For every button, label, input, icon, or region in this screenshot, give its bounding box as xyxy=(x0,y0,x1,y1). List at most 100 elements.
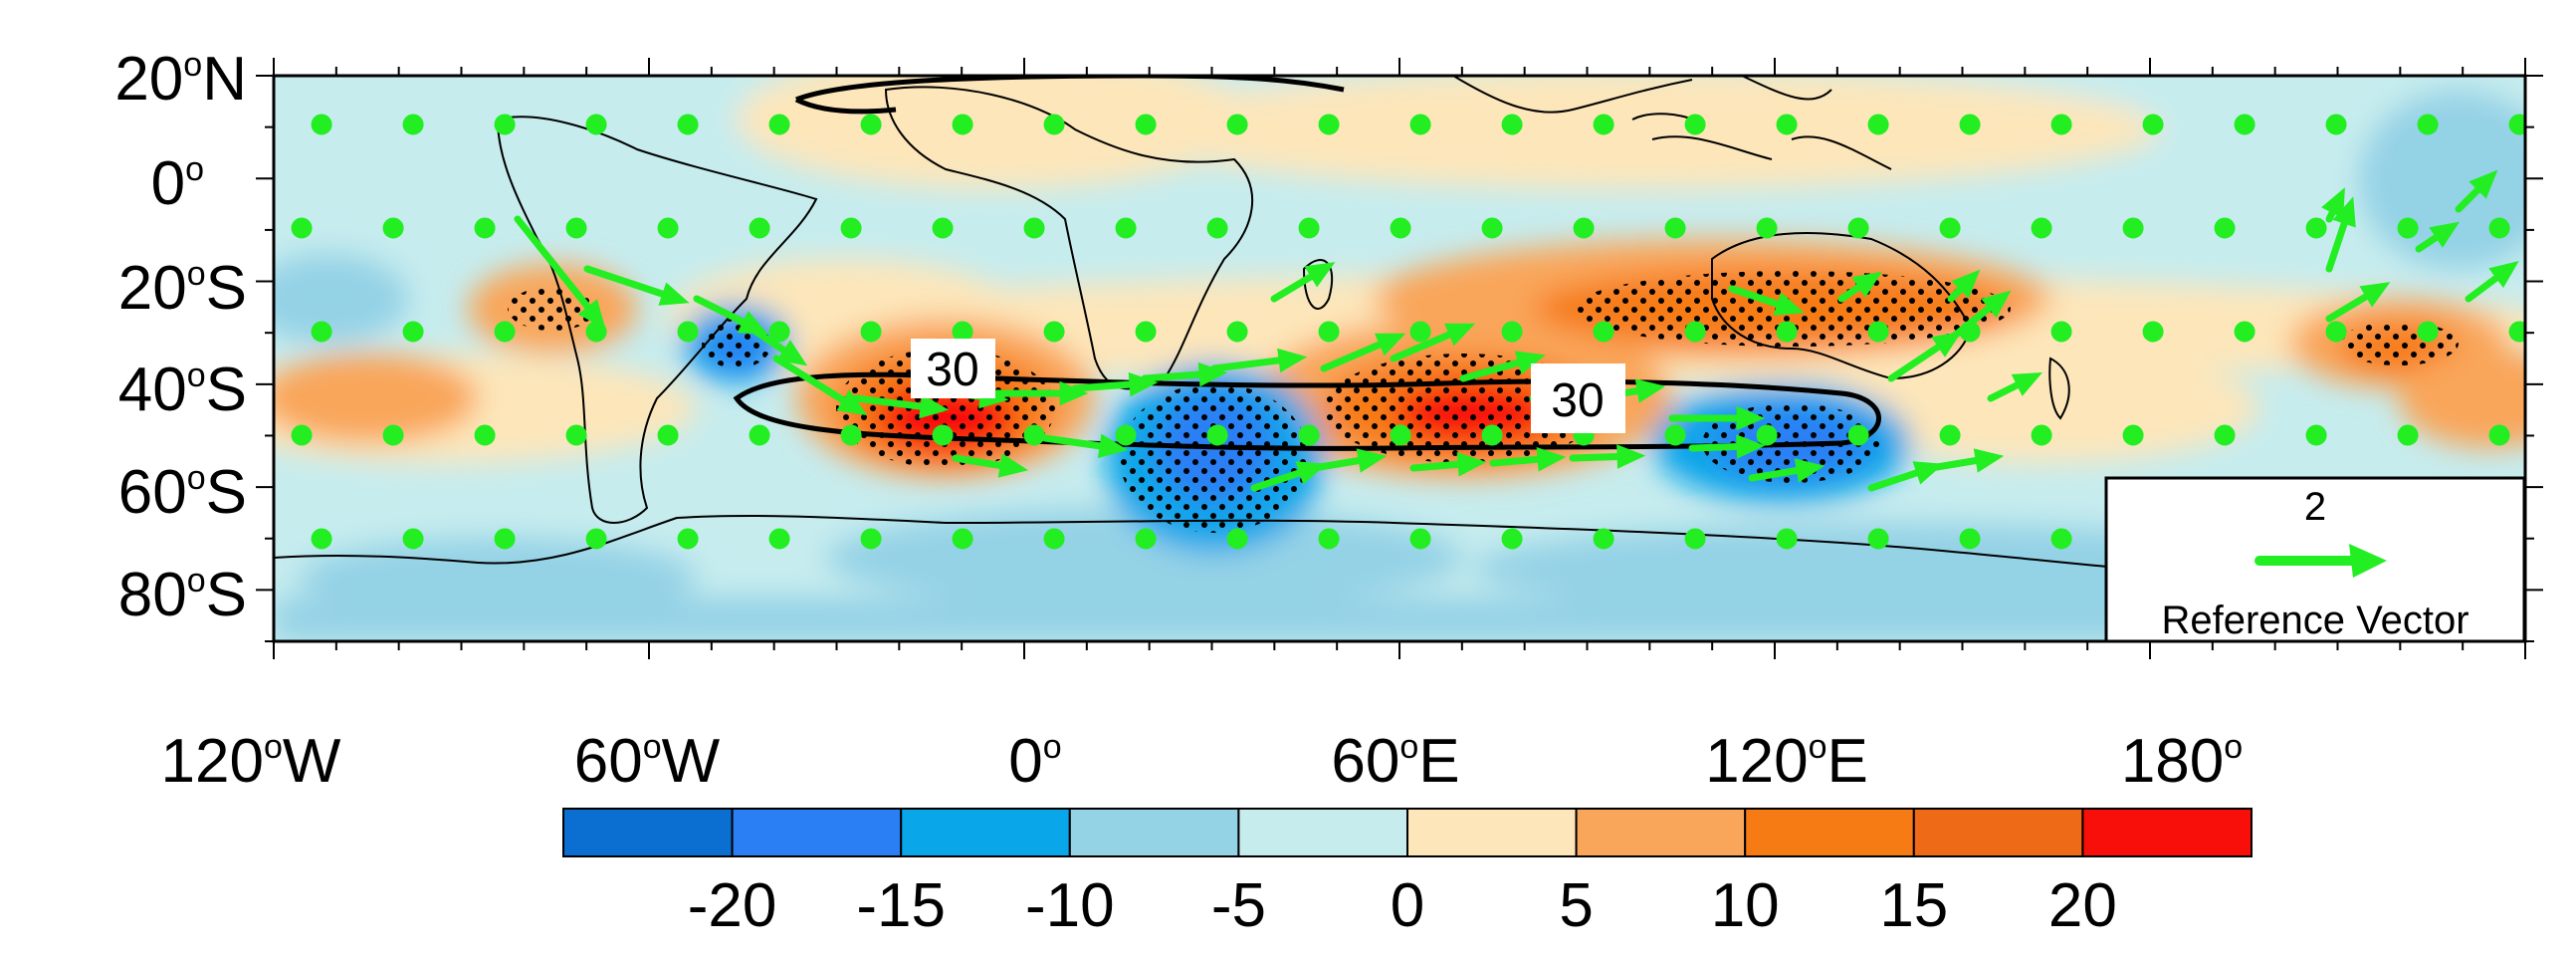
wind-vector-head xyxy=(2359,282,2391,308)
wind-vector xyxy=(583,265,681,303)
wind-vector-dot xyxy=(1847,424,1869,446)
wind-vector-dot xyxy=(1226,114,1248,135)
longitude-labels: 120oW 60oW 0o 60oE 120oE 180o xyxy=(161,727,2244,796)
wind-vector-dot xyxy=(1684,114,1706,135)
wind-vector-dot xyxy=(657,217,679,239)
colorbar-swatch xyxy=(1912,808,2084,857)
wind-vector-dot xyxy=(952,528,973,550)
lat-label-80s: 80oS xyxy=(118,561,247,629)
wind-vector-dot xyxy=(2305,217,2327,239)
wind-vector-dot xyxy=(2214,217,2236,239)
wind-vector-dot xyxy=(1776,321,1798,343)
wind-vector-dot xyxy=(1043,321,1065,343)
wind-vector-head xyxy=(1736,405,1766,431)
wind-vector-dot xyxy=(1959,321,1981,343)
wind-vector-dot xyxy=(585,321,607,343)
wind-vector-dot xyxy=(1409,114,1431,135)
wind-vector-dot xyxy=(2142,114,2164,135)
wind-vector-dot xyxy=(1959,114,1981,135)
wind-vector-dot xyxy=(1206,424,1228,446)
lon-label-60w: 60oW xyxy=(574,727,721,796)
reference-vector-box: 2 Reference Vector xyxy=(2104,476,2526,643)
wind-vector-dot xyxy=(932,217,954,239)
wind-vector-dot xyxy=(2325,114,2347,135)
wind-vector-dot xyxy=(1481,424,1503,446)
wind-vector-dot xyxy=(1298,424,1320,446)
wind-vector-head xyxy=(1277,348,1308,373)
colorbar-swatch xyxy=(1237,808,1409,857)
wind-vector-dot xyxy=(585,114,607,135)
wind-vector-dot xyxy=(749,424,770,446)
wind-vector-head xyxy=(836,389,868,416)
colorbar-swatch xyxy=(731,808,903,857)
wind-vector-dot xyxy=(1684,321,1706,343)
wind-vector-dot xyxy=(2031,424,2052,446)
wind-vector-dot xyxy=(2397,217,2419,239)
wind-vector-dot xyxy=(2122,424,2144,446)
lat-label-0: 0o xyxy=(151,149,204,218)
wind-vector-head xyxy=(2011,372,2042,396)
wind-vector-head xyxy=(2469,169,2498,199)
wind-vector-dot xyxy=(565,217,587,239)
lon-label-60e: 60oE xyxy=(1331,727,1459,796)
wind-vector-dot xyxy=(2214,424,2236,446)
wind-vector-dot xyxy=(291,424,313,446)
wind-vector-dot xyxy=(1135,114,1157,135)
wind-vector-head xyxy=(1794,458,1825,483)
wind-vector-dot xyxy=(494,114,516,135)
colorbar-tick-label: 5 xyxy=(1559,871,1593,940)
wind-vector xyxy=(772,355,860,412)
wind-vector-head xyxy=(577,299,606,330)
contour-label-1: 30 xyxy=(926,344,978,396)
wind-vector-dot xyxy=(1847,217,1869,239)
wind-vector-dot xyxy=(1664,217,1686,239)
lon-label-120w: 120oW xyxy=(161,727,341,796)
wind-vector-dot xyxy=(1939,424,1961,446)
wind-vectors xyxy=(291,114,2525,550)
wind-vector-head xyxy=(2429,221,2461,248)
wind-vector-dot xyxy=(952,321,973,343)
wind-vector-dot xyxy=(1043,528,1065,550)
wind-vector-dot xyxy=(1318,528,1340,550)
wind-vector-dot xyxy=(2050,114,2072,135)
wind-vector-dot xyxy=(1390,217,1411,239)
wind-vector-dot xyxy=(382,424,404,446)
reference-vector-value: 2 xyxy=(2304,485,2326,529)
wind-vector-dot xyxy=(2508,114,2525,135)
wind-vector-dot xyxy=(677,528,699,550)
wind-vector-dot xyxy=(860,114,882,135)
colorbar-swatch xyxy=(562,808,734,857)
wind-vector-head xyxy=(1981,290,2012,319)
wind-vector-dot xyxy=(1501,114,1523,135)
reference-vector-label: Reference Vector xyxy=(2161,599,2469,642)
wind-vector-head xyxy=(1634,378,1666,403)
coast-new-zealand xyxy=(2048,357,2070,420)
wind-vector-dot xyxy=(860,528,882,550)
wind-vector-dot xyxy=(1756,217,1778,239)
colorbar-tick-label: 15 xyxy=(1879,871,1948,940)
wind-vector-dot xyxy=(749,217,770,239)
wind-vector-dot xyxy=(2234,114,2255,135)
wind-vector-dot xyxy=(2417,114,2439,135)
wind-vector-dot xyxy=(1684,528,1706,550)
wind-vector-dot xyxy=(1959,528,1981,550)
coast-africa xyxy=(884,86,1254,390)
wind-vector-dot xyxy=(2050,528,2072,550)
wind-vector-dot xyxy=(952,114,973,135)
wind-vector-dot xyxy=(494,321,516,343)
contour-label-box-1 xyxy=(911,339,995,398)
coast-australia xyxy=(1711,232,1973,380)
colorbar-tick-label: 20 xyxy=(2048,871,2117,940)
wind-vector-dot xyxy=(1135,321,1157,343)
wind-vector-head xyxy=(1536,447,1567,472)
wind-vector-dot xyxy=(1939,217,1961,239)
wind-vector-dot xyxy=(2031,217,2052,239)
wind-vector-head xyxy=(997,453,1029,478)
wind-vector-dot xyxy=(1867,321,1889,343)
wind-vector-dot xyxy=(291,217,313,239)
colorbar-swatch xyxy=(1575,808,1747,857)
wind-vector-dot xyxy=(2234,321,2255,343)
colorbar-swatch xyxy=(2081,808,2253,857)
colorbar-tick-label: -5 xyxy=(1211,871,1266,940)
